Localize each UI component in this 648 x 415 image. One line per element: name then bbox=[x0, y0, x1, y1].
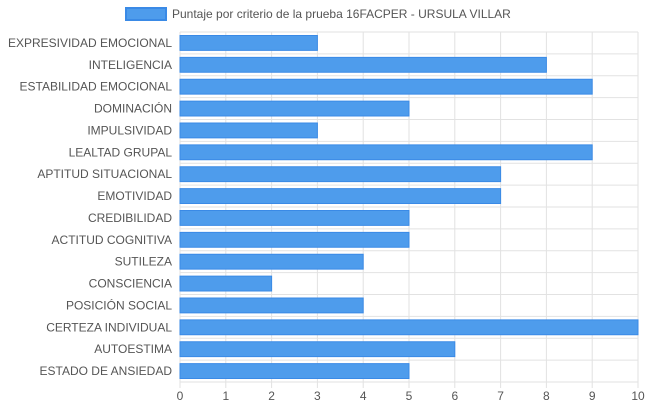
bar[interactable] bbox=[179, 275, 273, 292]
bar[interactable] bbox=[179, 319, 639, 336]
category-label: ESTABILIDAD EMOCIONAL bbox=[20, 80, 173, 94]
category-label: SUTILEZA bbox=[115, 255, 172, 269]
x-tick-labels: 0 1 2 3 4 5 6 7 8 9 10 bbox=[177, 389, 645, 403]
category-label: EMOTIVIDAD bbox=[97, 189, 172, 203]
category-label: CREDIBILIDAD bbox=[88, 211, 172, 225]
bar[interactable] bbox=[179, 297, 364, 314]
category-label: APTITUD SITUACIONAL bbox=[37, 167, 172, 181]
category-label: IMPULSIVIDAD bbox=[87, 123, 172, 137]
x-tick-label: 7 bbox=[497, 389, 504, 403]
x-tick-label: 0 bbox=[177, 389, 184, 403]
x-tick-label: 8 bbox=[543, 389, 550, 403]
x-tick-label: 1 bbox=[222, 389, 229, 403]
category-label: CERTEZA INDIVIDUAL bbox=[46, 320, 172, 334]
category-label: ACTITUD COGNITIVA bbox=[52, 233, 172, 247]
bar[interactable] bbox=[179, 122, 318, 139]
category-label: DOMINACIÓN bbox=[94, 101, 172, 116]
category-label: AUTOESTIMA bbox=[94, 342, 172, 356]
bar[interactable] bbox=[179, 35, 318, 51]
x-tick-label: 9 bbox=[589, 389, 596, 403]
bar[interactable] bbox=[179, 56, 547, 73]
bars bbox=[179, 35, 639, 379]
category-label: INTELIGENCIA bbox=[89, 58, 172, 72]
bar[interactable] bbox=[179, 253, 364, 270]
category-labels: EXPRESIVIDAD EMOCIONAL INTELIGENCIA ESTABI… bbox=[8, 36, 172, 378]
x-tick-label: 2 bbox=[268, 389, 275, 403]
category-label: POSICIÓN SOCIAL bbox=[66, 297, 172, 312]
bar[interactable] bbox=[179, 144, 593, 161]
bar[interactable] bbox=[179, 166, 502, 183]
bar[interactable] bbox=[179, 210, 410, 226]
legend-swatch bbox=[125, 7, 167, 21]
bar[interactable] bbox=[179, 100, 410, 117]
x-tick-label: 4 bbox=[360, 389, 367, 403]
legend[interactable]: Puntaje por criterio de la prueba 16FACP… bbox=[125, 7, 511, 21]
bar[interactable] bbox=[179, 231, 410, 248]
x-tick-label: 6 bbox=[451, 389, 458, 403]
bar[interactable] bbox=[179, 341, 456, 358]
bar[interactable] bbox=[179, 188, 502, 204]
category-label: ESTADO DE ANSIEDAD bbox=[40, 364, 173, 378]
legend-label: Puntaje por criterio de la prueba 16FACP… bbox=[172, 7, 511, 21]
x-tick-label: 3 bbox=[314, 389, 321, 403]
x-tick-label: 5 bbox=[406, 389, 413, 403]
category-label: LEALTAD GRUPAL bbox=[69, 145, 173, 159]
bar[interactable] bbox=[179, 78, 593, 95]
category-label: EXPRESIVIDAD EMOCIONAL bbox=[8, 36, 172, 50]
category-label: CONSCIENCIA bbox=[89, 277, 172, 291]
x-tick-label: 10 bbox=[631, 389, 645, 403]
bar[interactable] bbox=[179, 363, 410, 379]
